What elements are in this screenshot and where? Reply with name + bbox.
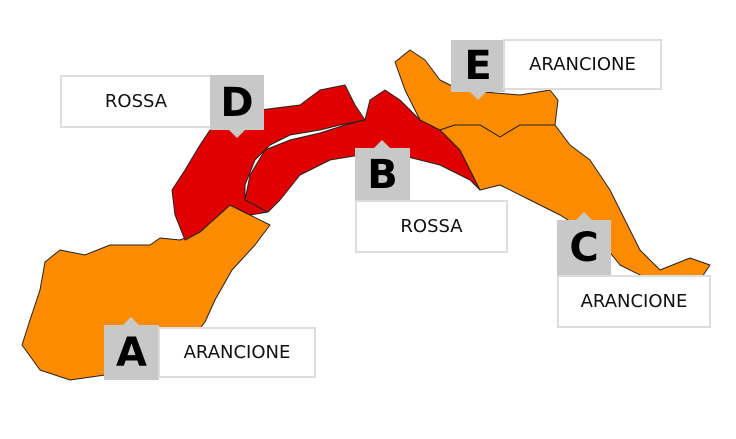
zone-e-pointer	[470, 92, 486, 100]
zone-c-level: ARANCIONE	[557, 275, 711, 328]
zone-e-letter: E	[451, 40, 505, 92]
zone-e-level: ARANCIONE	[503, 39, 662, 90]
zone-c-area[interactable]	[439, 124, 711, 286]
zone-b-level: ROSSA	[355, 200, 508, 253]
zone-a-letter: A	[104, 325, 159, 380]
zone-c-pointer	[576, 212, 592, 220]
zone-c-letter: C	[557, 220, 611, 275]
zone-a-pointer	[123, 317, 139, 325]
zone-b-letter: B	[355, 148, 410, 201]
zone-a-level: ARANCIONE	[158, 327, 316, 378]
zone-b-pointer	[374, 140, 390, 148]
zone-d-pointer	[229, 130, 245, 138]
zone-d-letter: D	[210, 75, 264, 130]
zone-d-level: ROSSA	[60, 75, 212, 128]
